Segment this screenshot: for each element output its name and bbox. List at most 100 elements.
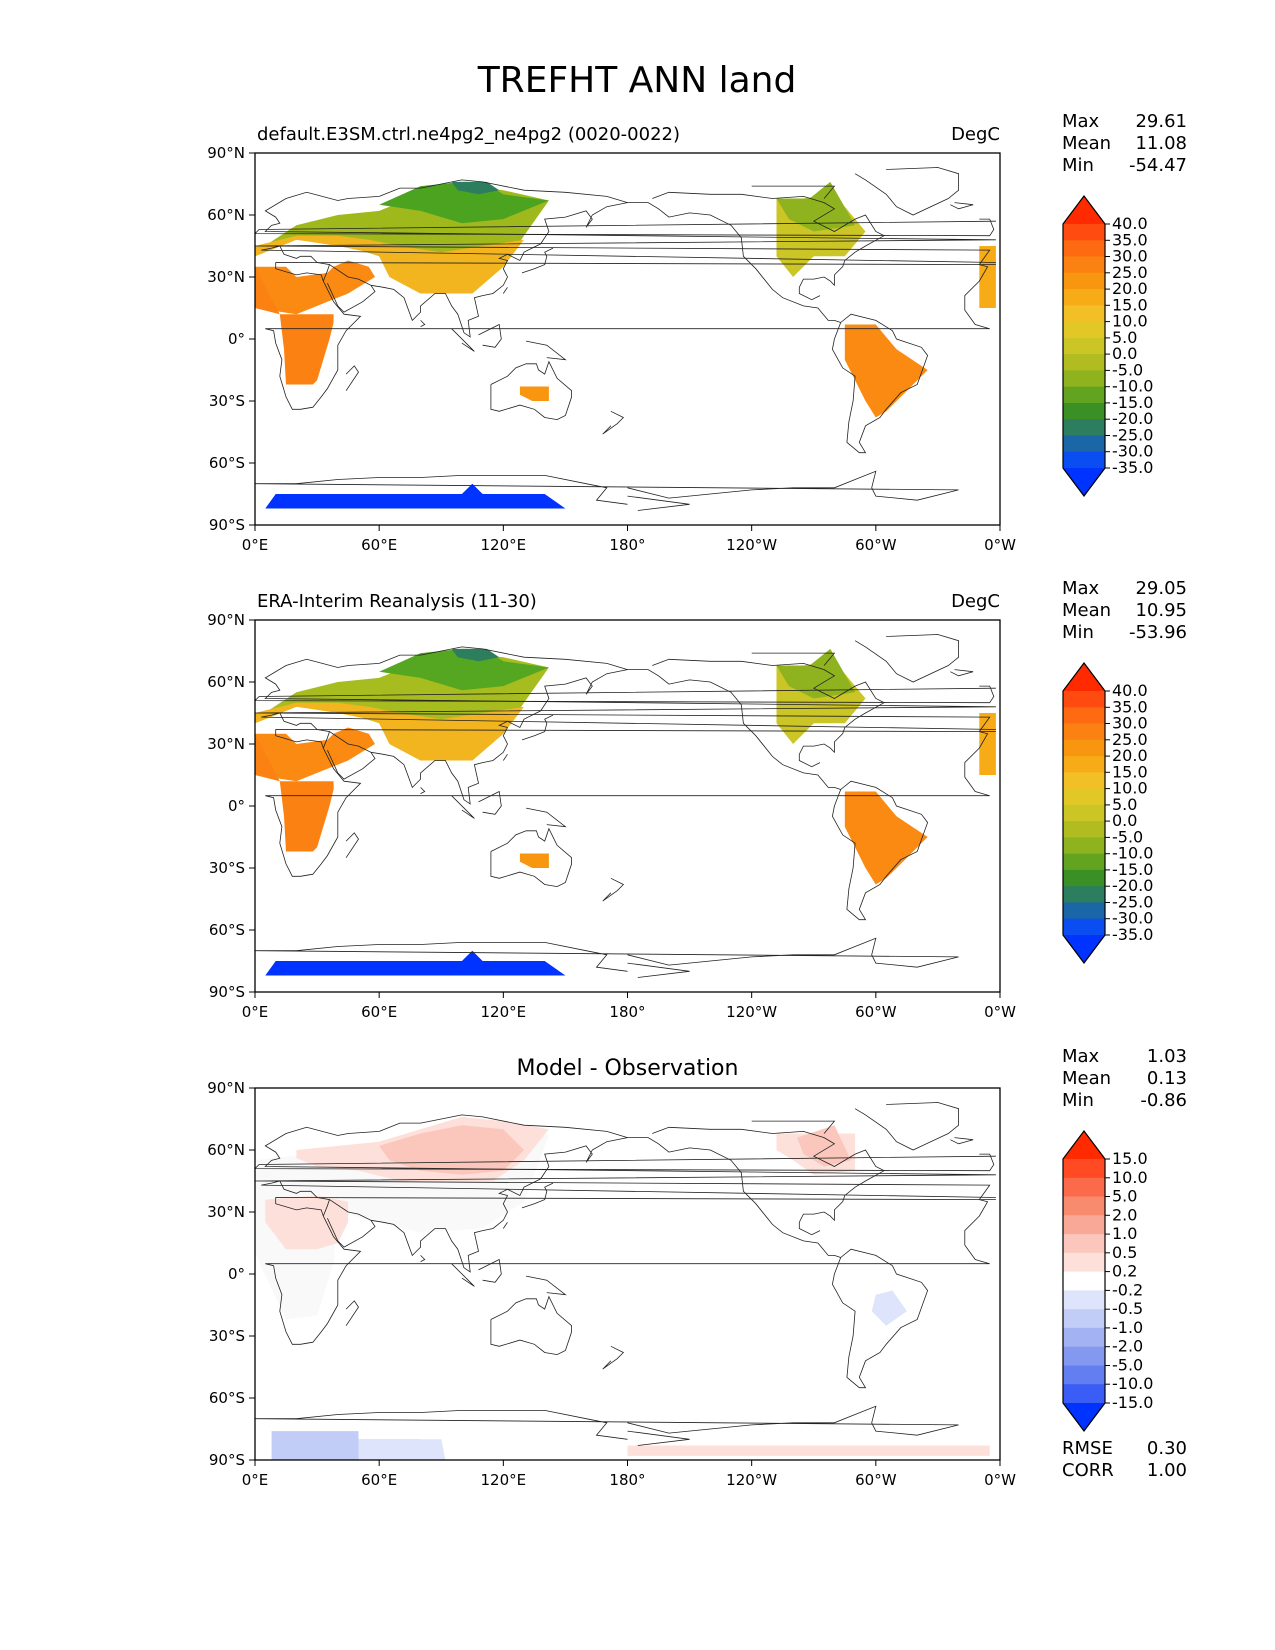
stat-label: Min	[1062, 155, 1094, 176]
coastline-21	[502, 1222, 508, 1229]
coastline-0	[255, 646, 996, 732]
coastline-4	[265, 1197, 996, 1345]
colorbar-segment	[1063, 723, 1105, 741]
coastline-12	[255, 685, 996, 704]
y-tick-label: 0°	[228, 797, 245, 815]
colorbar-tick-label: 5.0	[1112, 328, 1137, 347]
colorbar-segment	[1063, 1384, 1105, 1404]
colorbar-tick-label: 20.0	[1112, 279, 1148, 298]
coastline-7	[370, 202, 628, 338]
coastline-11	[521, 247, 554, 274]
panel-units: DegC	[951, 124, 1000, 145]
region-australia	[519, 853, 549, 868]
x-tick-label: 60°W	[855, 536, 897, 554]
coastlines	[255, 1102, 996, 1446]
colorbar-extend-bottom	[1063, 935, 1105, 963]
map-background	[255, 153, 1000, 525]
coastline-8	[490, 360, 572, 421]
region-antarctica-east-light	[358, 1439, 446, 1460]
stat-value: 10.95	[1135, 600, 1187, 621]
coastline-2	[652, 191, 885, 301]
colorbar-segment	[1063, 853, 1105, 871]
region-iberia-west	[979, 246, 996, 308]
colorbar-segment	[1063, 1271, 1105, 1291]
colorbar-tick-label: -20.0	[1112, 409, 1153, 428]
coastline-2	[652, 658, 885, 768]
x-tick-label: 120°E	[481, 1471, 527, 1489]
colorbar-tick-label: 15.0	[1112, 295, 1148, 314]
colorbar-segment	[1063, 821, 1105, 838]
stat-value: 1.03	[1147, 1046, 1187, 1067]
panel-units: DegC	[951, 591, 1000, 612]
coastline-10	[627, 495, 690, 511]
coastline-20	[345, 832, 359, 858]
coastline-6	[327, 264, 376, 313]
colorbar-segment	[1063, 1252, 1105, 1273]
colorbar-segment	[1063, 1327, 1105, 1348]
x-tick-label: 120°W	[726, 1003, 777, 1021]
coastline-13	[451, 328, 475, 352]
coastline-5	[261, 245, 996, 282]
colorbar-tick-label: 10.0	[1112, 779, 1148, 798]
y-tick-label: 30°S	[209, 1327, 245, 1345]
stat-value: 29.05	[1135, 578, 1187, 599]
coastline-2	[652, 1126, 885, 1236]
y-tick-label: 0°	[228, 1265, 245, 1283]
colorbar-extend-top	[1063, 196, 1105, 224]
coastline-9	[255, 1405, 959, 1440]
stat-label: Mean	[1062, 600, 1111, 621]
y-tick-label: 90°N	[207, 611, 245, 629]
coastline-21	[502, 287, 508, 294]
coastline-6	[327, 731, 376, 780]
panel-title: default.E3SM.ctrl.ne4pg2_ne4pg2 (0020-00…	[257, 124, 680, 145]
coastline-19	[950, 202, 974, 210]
stat-value: -0.86	[1140, 1090, 1187, 1111]
colorbar-segment	[1063, 691, 1105, 708]
region-north-america-north	[776, 181, 856, 232]
coastline-13	[451, 1263, 475, 1287]
stat-value: -54.47	[1129, 155, 1187, 176]
colorbar-tick-label: -5.0	[1112, 1356, 1143, 1375]
colorbar-tick-label: -25.0	[1112, 893, 1153, 912]
colorbar-tick-label: 10.0	[1112, 1168, 1148, 1187]
colorbar-tick-label: 35.0	[1112, 697, 1148, 716]
coastline-19	[950, 1137, 974, 1145]
stat-label: RMSE	[1062, 1438, 1113, 1459]
colorbar-tick-label: -2.0	[1112, 1337, 1143, 1356]
x-tick-label: 60°E	[361, 1003, 397, 1021]
colorbar-tick-label: 0.0	[1112, 344, 1137, 363]
region-africa	[255, 733, 334, 852]
colorbar-segment	[1063, 739, 1105, 757]
colorbar-tick-label: 30.0	[1112, 714, 1148, 733]
filled-regions	[255, 181, 996, 525]
x-tick-label: 180°	[609, 1003, 645, 1021]
colorbar-tick-label: -0.2	[1112, 1280, 1143, 1299]
colorbar-tick-label: -10.0	[1112, 377, 1153, 396]
coastline-13	[451, 795, 475, 819]
region-antarctica	[255, 950, 918, 992]
y-tick-label: 60°S	[209, 1389, 245, 1407]
coastline-15	[526, 807, 567, 828]
colorbar-segment	[1063, 1365, 1105, 1385]
coastline-5	[261, 712, 996, 749]
colorbar: 40.035.030.025.020.015.010.05.00.0-5.0-1…	[1062, 195, 1153, 497]
colorbar-tick-label: -0.5	[1112, 1299, 1143, 1318]
y-tick-label: 30°N	[207, 735, 245, 753]
colorbar-tick-label: 15.0	[1112, 762, 1148, 781]
colorbar-tick-label: -15.0	[1112, 860, 1153, 879]
coastline-14	[478, 1258, 502, 1283]
coastline-0	[255, 1114, 996, 1200]
colorbar-segment	[1063, 772, 1105, 790]
coastlines	[255, 634, 996, 978]
coastline-15	[526, 340, 567, 361]
x-tick-label: 0°E	[242, 1471, 269, 1489]
stat-value: 11.08	[1135, 133, 1187, 154]
y-tick-label: 90°N	[207, 144, 245, 162]
colorbar-segment	[1063, 1309, 1105, 1329]
coastline-10	[627, 1430, 690, 1446]
colorbar-extend-top	[1063, 663, 1105, 691]
filled-regions	[255, 648, 996, 992]
colorbar-segment	[1063, 354, 1105, 371]
coastline-12	[255, 1153, 996, 1172]
